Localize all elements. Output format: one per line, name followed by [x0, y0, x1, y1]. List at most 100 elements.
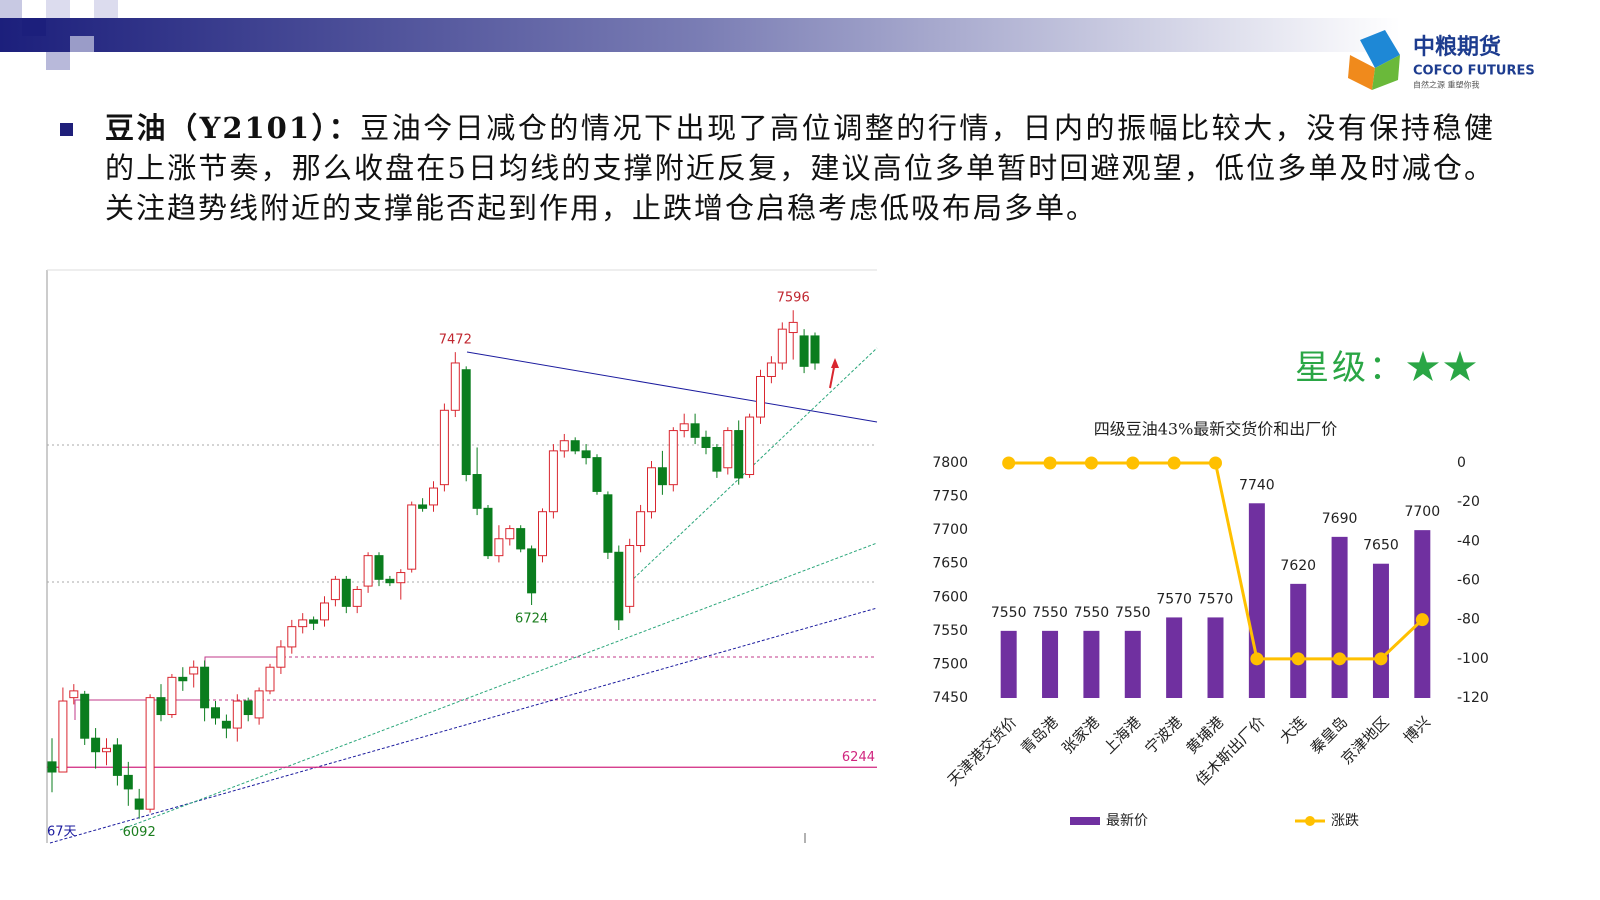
candle-body — [243, 700, 253, 716]
candle-body — [472, 474, 482, 509]
y2-tick-label: -100 — [1457, 651, 1489, 667]
candle-body — [810, 335, 820, 364]
candle-body — [309, 619, 319, 624]
candle-body — [603, 494, 613, 553]
price-annotation: 6092 — [123, 825, 156, 840]
y-tick-label: 7750 — [932, 489, 968, 505]
candle-body — [407, 504, 417, 570]
bar — [1248, 503, 1265, 698]
banner — [0, 0, 1400, 70]
candle-body — [745, 416, 755, 476]
candle-body — [494, 538, 504, 557]
legend-label: 涨跌 — [1331, 813, 1359, 829]
rating: 星级：★★ — [1295, 348, 1480, 388]
y-tick-label: 7700 — [932, 522, 968, 538]
bar-value-label: 7700 — [1404, 504, 1440, 520]
candle-body — [538, 511, 547, 557]
candle-body — [374, 555, 384, 580]
y2-tick-label: -80 — [1457, 612, 1480, 628]
y-tick-label: 7600 — [932, 589, 968, 605]
line-point — [1415, 613, 1429, 627]
line-point — [1374, 652, 1388, 666]
y2-tick-label: -40 — [1457, 533, 1480, 549]
candle-body — [298, 619, 308, 628]
y2-tick-label: -60 — [1457, 573, 1480, 589]
logo-slogan: 自然之源 重塑你我 — [1413, 80, 1480, 90]
candle-body — [777, 328, 787, 364]
period-label: 67天 — [47, 825, 77, 840]
x-tick-label: 张家港 — [1059, 713, 1104, 758]
candle-body — [341, 578, 351, 607]
candle-body — [276, 646, 286, 668]
candle-body — [570, 440, 580, 452]
price-annotation: 7472 — [439, 333, 472, 348]
level-label: 6244 — [842, 750, 875, 765]
candle-body — [505, 528, 515, 540]
bar-value-label: 7650 — [1363, 538, 1399, 554]
candle-body — [320, 602, 329, 621]
candle-body — [592, 457, 602, 492]
bar — [1083, 630, 1100, 698]
candle-body — [69, 690, 79, 699]
candle-body — [701, 436, 711, 448]
bar-value-label: 7550 — [1115, 605, 1151, 621]
candle-body — [134, 798, 144, 810]
bar — [1207, 617, 1224, 698]
candle-body — [483, 507, 493, 557]
candle-body — [145, 697, 155, 810]
candle-body — [712, 446, 722, 472]
candle-body — [221, 720, 231, 729]
chart-title: 四级豆油43%最新交货价和出厂价 — [1094, 420, 1338, 439]
candle-body — [766, 362, 776, 377]
y-tick-label: 7450 — [932, 690, 968, 706]
candle-body — [211, 707, 220, 719]
y-tick-label: 7550 — [932, 623, 968, 639]
candle-body — [200, 666, 210, 709]
candle-body — [636, 511, 646, 547]
line-point — [1043, 456, 1057, 470]
bar-value-label: 7690 — [1322, 511, 1358, 527]
candle-body — [287, 626, 297, 648]
logo-en: COFCO FUTURES — [1413, 64, 1535, 79]
candle-body — [385, 578, 395, 584]
candle-body — [450, 362, 460, 411]
candle-body — [614, 551, 624, 621]
bar — [1166, 617, 1183, 698]
candle-body — [657, 467, 667, 486]
bar — [1042, 630, 1059, 698]
candle-body — [47, 761, 57, 773]
price-annotation: 6724 — [515, 612, 548, 627]
candle-body — [559, 440, 569, 452]
candle-body — [178, 676, 188, 682]
x-tick-label: 青岛港 — [1017, 713, 1062, 758]
kline-frame — [46, 269, 878, 844]
line-point — [1002, 456, 1016, 470]
candle-body — [679, 423, 689, 432]
candle-body — [112, 744, 122, 776]
candle-body — [167, 676, 177, 716]
x-tick-label: 大连 — [1276, 713, 1310, 747]
candle-body — [527, 548, 537, 594]
candle-body — [265, 666, 275, 692]
bar-value-label: 7550 — [991, 605, 1027, 621]
line-point — [1167, 456, 1181, 470]
logo-cn: 中粮期货 — [1413, 34, 1501, 60]
line-point — [1126, 456, 1140, 470]
y2-tick-label: 0 — [1457, 455, 1466, 471]
line-point — [1333, 652, 1347, 666]
candle-body — [418, 504, 428, 509]
x-tick-label: 宁波港 — [1141, 713, 1186, 758]
bullet — [60, 123, 73, 136]
commentary: 豆油（Y2101）：豆油今日减仓的情况下出现了高位调整的行情，日内的振幅比较大，… — [105, 108, 1495, 228]
candle-body — [799, 335, 809, 367]
line-point — [1250, 652, 1264, 666]
candle-body — [625, 545, 635, 607]
candle-body — [363, 555, 373, 587]
candle-body — [516, 528, 526, 550]
candle-body — [668, 430, 678, 486]
candle-body — [254, 690, 264, 719]
legend-label: 最新价 — [1106, 813, 1148, 829]
candle-body — [429, 487, 438, 506]
candle-body — [647, 467, 656, 513]
